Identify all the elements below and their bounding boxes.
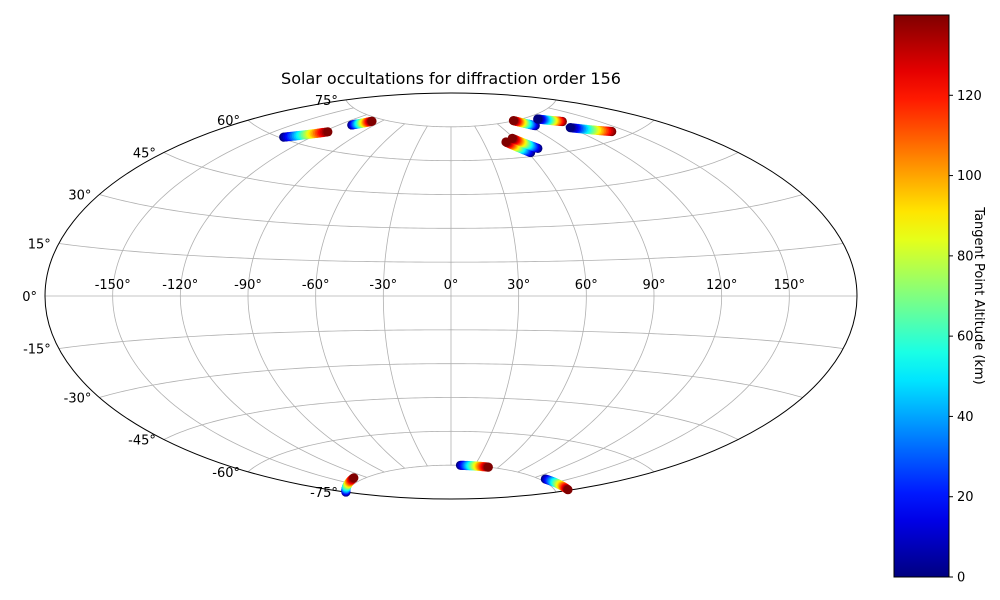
lon-tick-label: 120°: [706, 278, 737, 293]
lon-grid-line: [315, 123, 406, 469]
lon-grid-line: [112, 107, 354, 485]
lon-grid-line: [496, 123, 587, 469]
lon-tick-label: -30°: [369, 278, 397, 293]
map-boundary: [44, 92, 858, 500]
lon-grid-line: [474, 125, 520, 467]
data-point: [565, 123, 575, 133]
lat-tick-label: 75°: [315, 94, 338, 109]
colorbar-tick-label: 40: [957, 410, 974, 425]
lon-tick-label: -150°: [95, 278, 131, 293]
data-point: [533, 114, 543, 124]
lat-tick-label: -15°: [23, 343, 51, 358]
data-point: [483, 462, 493, 472]
lat-tick-label: 30°: [68, 189, 91, 204]
data-point: [367, 116, 377, 126]
colorbar-tick-label: 60: [957, 330, 974, 345]
data-point: [508, 116, 519, 126]
lon-grid-line: [535, 114, 723, 478]
data-points: [279, 114, 617, 497]
lat-tick-label: 45°: [133, 147, 156, 162]
lat-tick-label: 60°: [217, 114, 240, 129]
lon-tick-label: 90°: [642, 278, 665, 293]
lon-tick-label: 30°: [507, 278, 530, 293]
lon-tick-label: 150°: [774, 278, 805, 293]
lon-tick-label: 0°: [444, 278, 459, 293]
colorbar-tick-label: 80: [957, 249, 974, 264]
colorbar: 0 20 40 60 80 100 120 Tangent Point Altitude (…: [893, 14, 986, 586]
lon-grid-line: [247, 119, 385, 473]
chart-title: Solar occultations for diffraction order…: [281, 69, 621, 88]
lat-tick-label: 15°: [28, 238, 51, 253]
lat-tick-label: -45°: [128, 434, 156, 449]
lat-tick-label: 0°: [22, 290, 37, 305]
colorbar-tick-label: 0: [957, 571, 965, 586]
grid-lines: [45, 99, 857, 493]
lon-tick-label: -120°: [162, 278, 198, 293]
lon-tick-label: -90°: [234, 278, 262, 293]
lat-tick-labels: -75° -60° -45° -30° -15° 0° 15° 30° 45° 60° 75°: [22, 94, 338, 501]
lon-grid-line: [179, 114, 367, 478]
lon-grid-line: [548, 107, 790, 485]
lon-grid-line: [517, 119, 655, 473]
lon-tick-labels: -150° -120° -90° -60° -30° 0° 30° 60° 90° 120° 150…: [95, 278, 805, 293]
colorbar-ticks: 0 20 40 60 80 100 120: [949, 89, 982, 586]
lon-tick-label: -60°: [302, 278, 330, 293]
data-point: [323, 127, 333, 137]
lat-tick-label: -30°: [64, 392, 92, 407]
lon-grid-line: [382, 125, 428, 467]
lat-tick-label: -75°: [310, 486, 338, 501]
data-point: [349, 473, 359, 483]
data-point: [563, 485, 573, 495]
colorbar-gradient: [893, 14, 950, 578]
colorbar-tick-label: 120: [957, 89, 982, 104]
colorbar-label: Tangent Point Altitude (km): [971, 206, 986, 384]
colorbar-tick-label: 20: [957, 490, 974, 505]
lon-tick-label: 60°: [575, 278, 598, 293]
lat-grid-line: [345, 464, 557, 493]
data-point: [507, 133, 517, 143]
colorbar-tick-label: 100: [957, 169, 982, 184]
lat-tick-label: -60°: [212, 466, 240, 481]
